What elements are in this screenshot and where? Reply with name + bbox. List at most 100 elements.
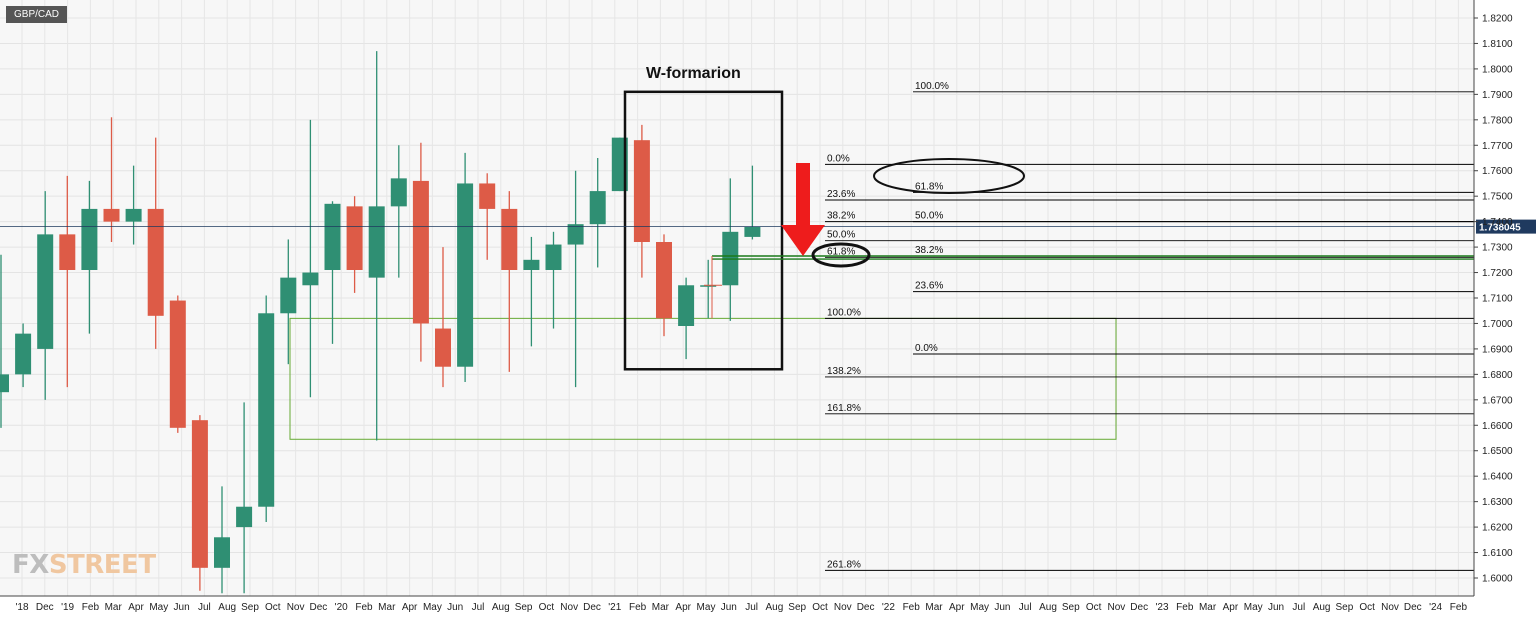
candle-body <box>412 180 429 324</box>
y-tick-label: 1.7700 <box>1482 141 1513 152</box>
x-tick-label: Nov <box>834 602 852 613</box>
annotation-zone-layer <box>289 317 1117 440</box>
candle-body <box>280 277 297 314</box>
fib-label: 161.8% <box>827 403 861 414</box>
y-tick-label: 1.7300 <box>1482 243 1513 254</box>
candle-body <box>214 537 230 568</box>
fib-label: 0.0% <box>915 343 938 354</box>
candle <box>37 191 54 400</box>
y-tick-label: 1.7900 <box>1482 90 1513 101</box>
fib-label: 50.0% <box>915 211 943 222</box>
x-tick-label: Jun <box>174 602 190 613</box>
x-tick-label: Dec <box>1130 602 1148 613</box>
candle-body <box>59 234 76 270</box>
x-tick-label: Feb <box>355 602 373 613</box>
candle <box>191 415 208 591</box>
x-tick-label: Mar <box>925 602 943 613</box>
y-tick-label: 1.7500 <box>1482 192 1513 203</box>
x-tick-label: Jul <box>198 602 211 613</box>
candle <box>103 117 120 242</box>
x-tick-label: Dec <box>310 602 328 613</box>
logo-part-fx: FX <box>12 550 49 580</box>
candle-body <box>479 183 496 209</box>
x-tick-label: Sep <box>788 602 806 613</box>
x-tick-label: Oct <box>265 602 281 613</box>
x-tick-label: Apr <box>675 602 691 613</box>
x-tick-label: '18 <box>15 602 28 613</box>
candle-body <box>501 208 518 270</box>
x-tick-label: Feb <box>1176 602 1194 613</box>
y-tick-label: 1.8100 <box>1482 39 1513 50</box>
candle-body <box>545 244 562 270</box>
candle <box>633 124 650 278</box>
fxstreet-logo: FXSTREET <box>12 550 156 580</box>
candle <box>81 180 98 334</box>
x-tick-label: Aug <box>218 602 236 613</box>
x-tick-label: Jun <box>994 602 1010 613</box>
candle <box>236 402 253 594</box>
x-tick-label: '23 <box>1155 602 1168 613</box>
y-tick-label: 1.6100 <box>1482 548 1513 559</box>
candle <box>258 295 275 522</box>
fib-label: 261.8% <box>827 559 861 570</box>
fib-label: 100.0% <box>827 307 861 318</box>
candle-body <box>435 328 451 367</box>
candle-body <box>523 259 540 270</box>
candle <box>412 142 429 362</box>
candle <box>700 259 717 319</box>
candle <box>656 234 672 337</box>
x-tick-label: Feb <box>629 602 647 613</box>
x-tick-label: Mar <box>1199 602 1217 613</box>
candle-body <box>390 178 407 207</box>
candle-body <box>633 140 650 242</box>
x-tick-label: Mar <box>652 602 670 613</box>
candle-body <box>302 272 319 286</box>
candle-body <box>169 300 186 428</box>
candle <box>324 201 341 344</box>
x-tick-label: Apr <box>1223 602 1239 613</box>
y-tick-label: 1.6800 <box>1482 370 1513 381</box>
x-tick-label: Mar <box>105 602 123 613</box>
candle <box>0 254 9 428</box>
candle-body <box>258 313 275 507</box>
candle-body <box>656 242 672 319</box>
candle <box>169 295 186 433</box>
axis-layer: 1.8200 1.8100 1.8000 1.7900 1.7800 1.7700 1.76… <box>0 0 1513 613</box>
y-tick-label: 1.6500 <box>1482 446 1513 457</box>
x-tick-label: Feb <box>903 602 921 613</box>
candle <box>346 196 363 293</box>
candle-body <box>368 206 385 278</box>
candle-body <box>191 420 208 568</box>
y-tick-label: 1.7100 <box>1482 294 1513 305</box>
x-tick-label: Sep <box>1336 602 1354 613</box>
candle-body <box>81 208 98 270</box>
x-tick-label: May <box>697 602 716 613</box>
candle-body <box>125 208 142 222</box>
y-tick-label: 1.7000 <box>1482 319 1513 330</box>
candle-body <box>346 206 363 270</box>
candle-body <box>147 208 164 316</box>
x-tick-label: Jul <box>1292 602 1305 613</box>
candle <box>147 137 164 349</box>
candle-body <box>589 191 606 225</box>
candle <box>678 277 695 360</box>
x-tick-label: Oct <box>812 602 828 613</box>
candle <box>479 173 496 260</box>
x-tick-label: '19 <box>61 602 74 613</box>
x-tick-label: Oct <box>539 602 555 613</box>
x-tick-label: Feb <box>82 602 100 613</box>
y-tick-label: 1.7800 <box>1482 115 1513 126</box>
highlight-ellipse-lower <box>811 242 871 268</box>
current-price-badge <box>1476 219 1536 234</box>
fib-label: 38.2% <box>915 245 943 256</box>
x-tick-label: Nov <box>560 602 578 613</box>
x-tick-label: May <box>970 602 989 613</box>
y-tick-label: 1.8000 <box>1482 64 1513 75</box>
y-tick-label: 1.6600 <box>1482 421 1513 432</box>
candle-body <box>236 506 253 528</box>
candle <box>15 323 32 388</box>
y-tick-label: 1.7600 <box>1482 166 1513 177</box>
fib-label: 38.2% <box>827 211 855 222</box>
